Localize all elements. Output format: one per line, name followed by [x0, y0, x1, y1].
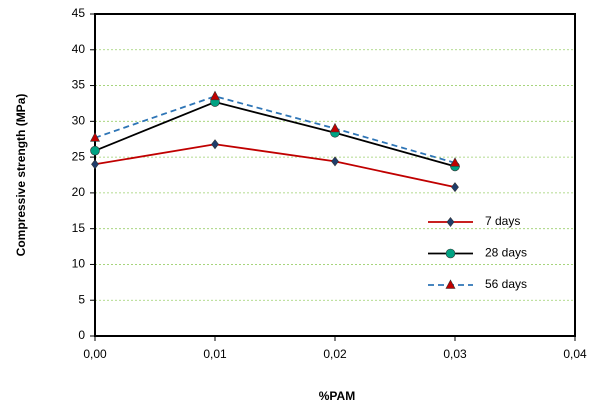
series-line [94, 95, 456, 164]
y-tick-label: 45 [72, 6, 86, 20]
y-tick-label: 30 [72, 114, 86, 128]
data-point [331, 156, 339, 167]
data-point [450, 157, 460, 167]
legend-label: 7 days [485, 214, 520, 228]
plot-frame [94, 13, 576, 337]
data-point [90, 132, 100, 142]
y-tick-label: 25 [72, 149, 86, 163]
data-point [210, 90, 220, 101]
data-point [451, 182, 459, 193]
y-tick-label: 20 [72, 185, 86, 199]
y-axis-title: Compressive strength (MPa) [14, 94, 28, 257]
y-tick-label: 40 [72, 42, 86, 56]
y-tick-label: 5 [78, 292, 85, 306]
legend-marker [446, 217, 455, 227]
y-tick-label: 15 [72, 221, 86, 235]
data-point [211, 139, 219, 150]
x-tick-label: 0,02 [323, 347, 347, 361]
legend-label: 56 days [485, 277, 527, 291]
x-axis-title: %PAM [319, 389, 355, 403]
y-tick-label: 10 [72, 257, 86, 271]
legend-label: 28 days [485, 246, 527, 260]
data-point [91, 159, 99, 170]
y-tick-label: 0 [78, 328, 85, 342]
legend-marker [445, 248, 456, 259]
x-tick-label: 0,04 [563, 347, 587, 361]
x-tick-label: 0,00 [83, 347, 107, 361]
data-point [330, 122, 340, 133]
series-line [94, 101, 456, 168]
x-tick-label: 0,01 [203, 347, 227, 361]
y-tick-label: 35 [72, 78, 86, 92]
series-line [94, 143, 456, 189]
x-tick-label: 0,03 [443, 347, 467, 361]
data-point [90, 145, 100, 156]
legend-marker [445, 279, 456, 289]
